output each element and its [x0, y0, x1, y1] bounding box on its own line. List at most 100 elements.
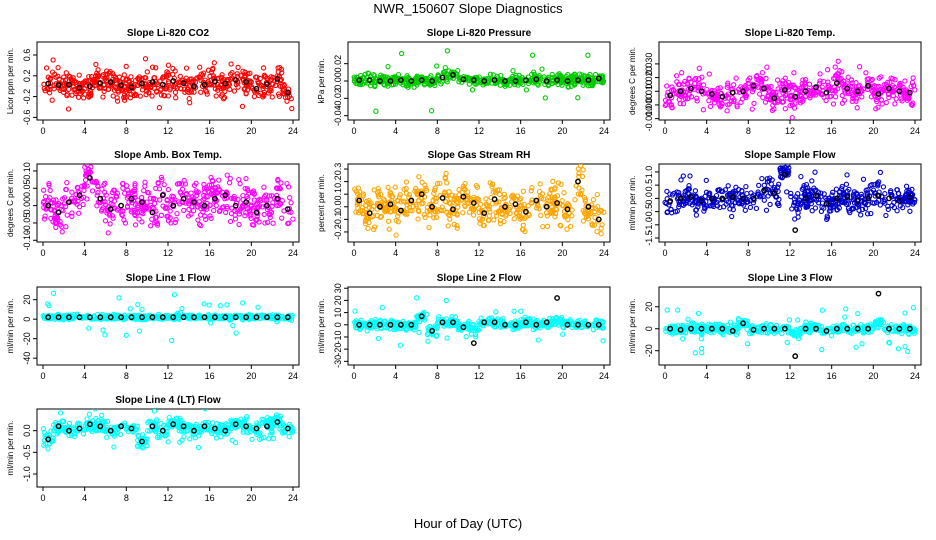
hourly-mean-point: [823, 200, 830, 207]
hourly-mean-point: [274, 76, 281, 82]
hourly-mean-point: [460, 76, 467, 83]
data-point: [533, 318, 539, 325]
data-point: [42, 88, 48, 94]
x-tick-label: 20: [557, 248, 567, 258]
x-tick-label: 16: [205, 126, 215, 136]
x-tick-label: 24: [910, 371, 920, 381]
y-tick-label: -0.05: [22, 213, 32, 234]
y-tick-label: 0.02: [333, 55, 343, 73]
data-point: [445, 223, 451, 229]
data-point: [210, 178, 216, 184]
y-axis-label: ml/min per min.: [628, 299, 637, 354]
data-point: [248, 215, 254, 222]
hourly-mean-point: [97, 314, 104, 321]
x-tick-label: 16: [516, 126, 526, 136]
hourly-mean-point: [408, 197, 415, 204]
data-point: [251, 93, 258, 100]
data-point: [255, 304, 261, 310]
data-point: [516, 197, 523, 203]
data-point: [221, 94, 228, 101]
data-point: [518, 195, 524, 202]
x-tick-label: 12: [163, 126, 173, 136]
data-point: [742, 207, 748, 213]
data-point: [600, 338, 606, 344]
hourly-mean-point: [771, 95, 778, 102]
data-point: [447, 201, 453, 207]
data-point: [859, 341, 865, 347]
data-point: [798, 173, 804, 180]
data-point: [897, 203, 903, 209]
data-point: [45, 74, 51, 80]
data-point: [86, 325, 92, 331]
data-point: [431, 190, 437, 196]
data-point: [236, 176, 242, 183]
data-point: [165, 218, 172, 224]
data-point: [870, 187, 877, 193]
data-point: [725, 183, 731, 189]
y-tick-label: -0.10: [22, 230, 32, 251]
data-point: [669, 210, 675, 216]
data-point: [696, 65, 702, 71]
data-point: [902, 343, 908, 350]
data-point: [554, 193, 561, 199]
data-point: [765, 96, 771, 102]
y-tick-label: 0.010: [644, 80, 654, 103]
hourly-mean-point: [55, 314, 62, 321]
data-point: [412, 188, 418, 194]
panel-title: Slope Line 2 Flow: [437, 273, 522, 284]
data-point: [49, 200, 55, 206]
data-point: [729, 213, 735, 220]
data-point: [669, 105, 675, 111]
data-point: [233, 330, 239, 336]
data-point: [172, 89, 179, 96]
data-point: [185, 86, 191, 92]
hourly-mean-point: [159, 81, 166, 88]
data-point: [62, 77, 69, 83]
data-point: [569, 213, 575, 219]
data-point: [730, 206, 736, 213]
data-point: [780, 81, 786, 87]
data-point: [507, 82, 513, 88]
data-point: [224, 172, 230, 178]
data-point: [116, 295, 122, 301]
data-point: [250, 188, 257, 194]
data-point: [236, 211, 243, 217]
hourly-mean-point: [159, 192, 166, 199]
data-point: [842, 314, 848, 320]
x-tick-label: 24: [599, 126, 609, 136]
y-tick-label: -20: [644, 344, 654, 357]
x-tick-label: 16: [516, 371, 526, 381]
hourly-mean-point: [274, 314, 281, 321]
hourly-mean-point: [481, 319, 488, 326]
data-point: [387, 192, 393, 198]
y-tick-label: 20: [333, 295, 343, 305]
data-point: [706, 192, 712, 198]
hourly-mean-point: [886, 85, 892, 92]
data-point: [544, 223, 551, 230]
data-point: [800, 185, 807, 191]
hourly-mean-point: [201, 314, 208, 321]
data-point: [564, 81, 570, 87]
data-point: [277, 186, 283, 192]
data-point: [222, 88, 228, 95]
hourly-mean-point: [408, 78, 415, 84]
hourly-mean-point: [55, 82, 62, 89]
x-tick-label: 24: [910, 248, 920, 258]
y-tick-label: 0: [22, 317, 32, 322]
data-point: [393, 217, 399, 224]
data-point: [107, 211, 113, 217]
hourly-mean-point: [222, 192, 229, 199]
data-point: [252, 74, 259, 80]
data-point: [572, 71, 578, 77]
data-point: [686, 200, 693, 206]
data-point: [48, 206, 54, 212]
x-tick-label: 20: [868, 248, 878, 258]
data-point: [177, 73, 183, 79]
data-point: [487, 209, 493, 215]
hourly-mean-point: [139, 80, 145, 87]
data-point: [850, 191, 857, 197]
data-point: [763, 207, 770, 213]
data-point: [497, 217, 504, 224]
